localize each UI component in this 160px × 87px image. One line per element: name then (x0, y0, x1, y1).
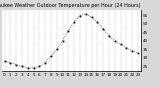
Text: Milwaukee Weather Outdoor Temperature per Hour (24 Hours): Milwaukee Weather Outdoor Temperature pe… (0, 3, 141, 8)
